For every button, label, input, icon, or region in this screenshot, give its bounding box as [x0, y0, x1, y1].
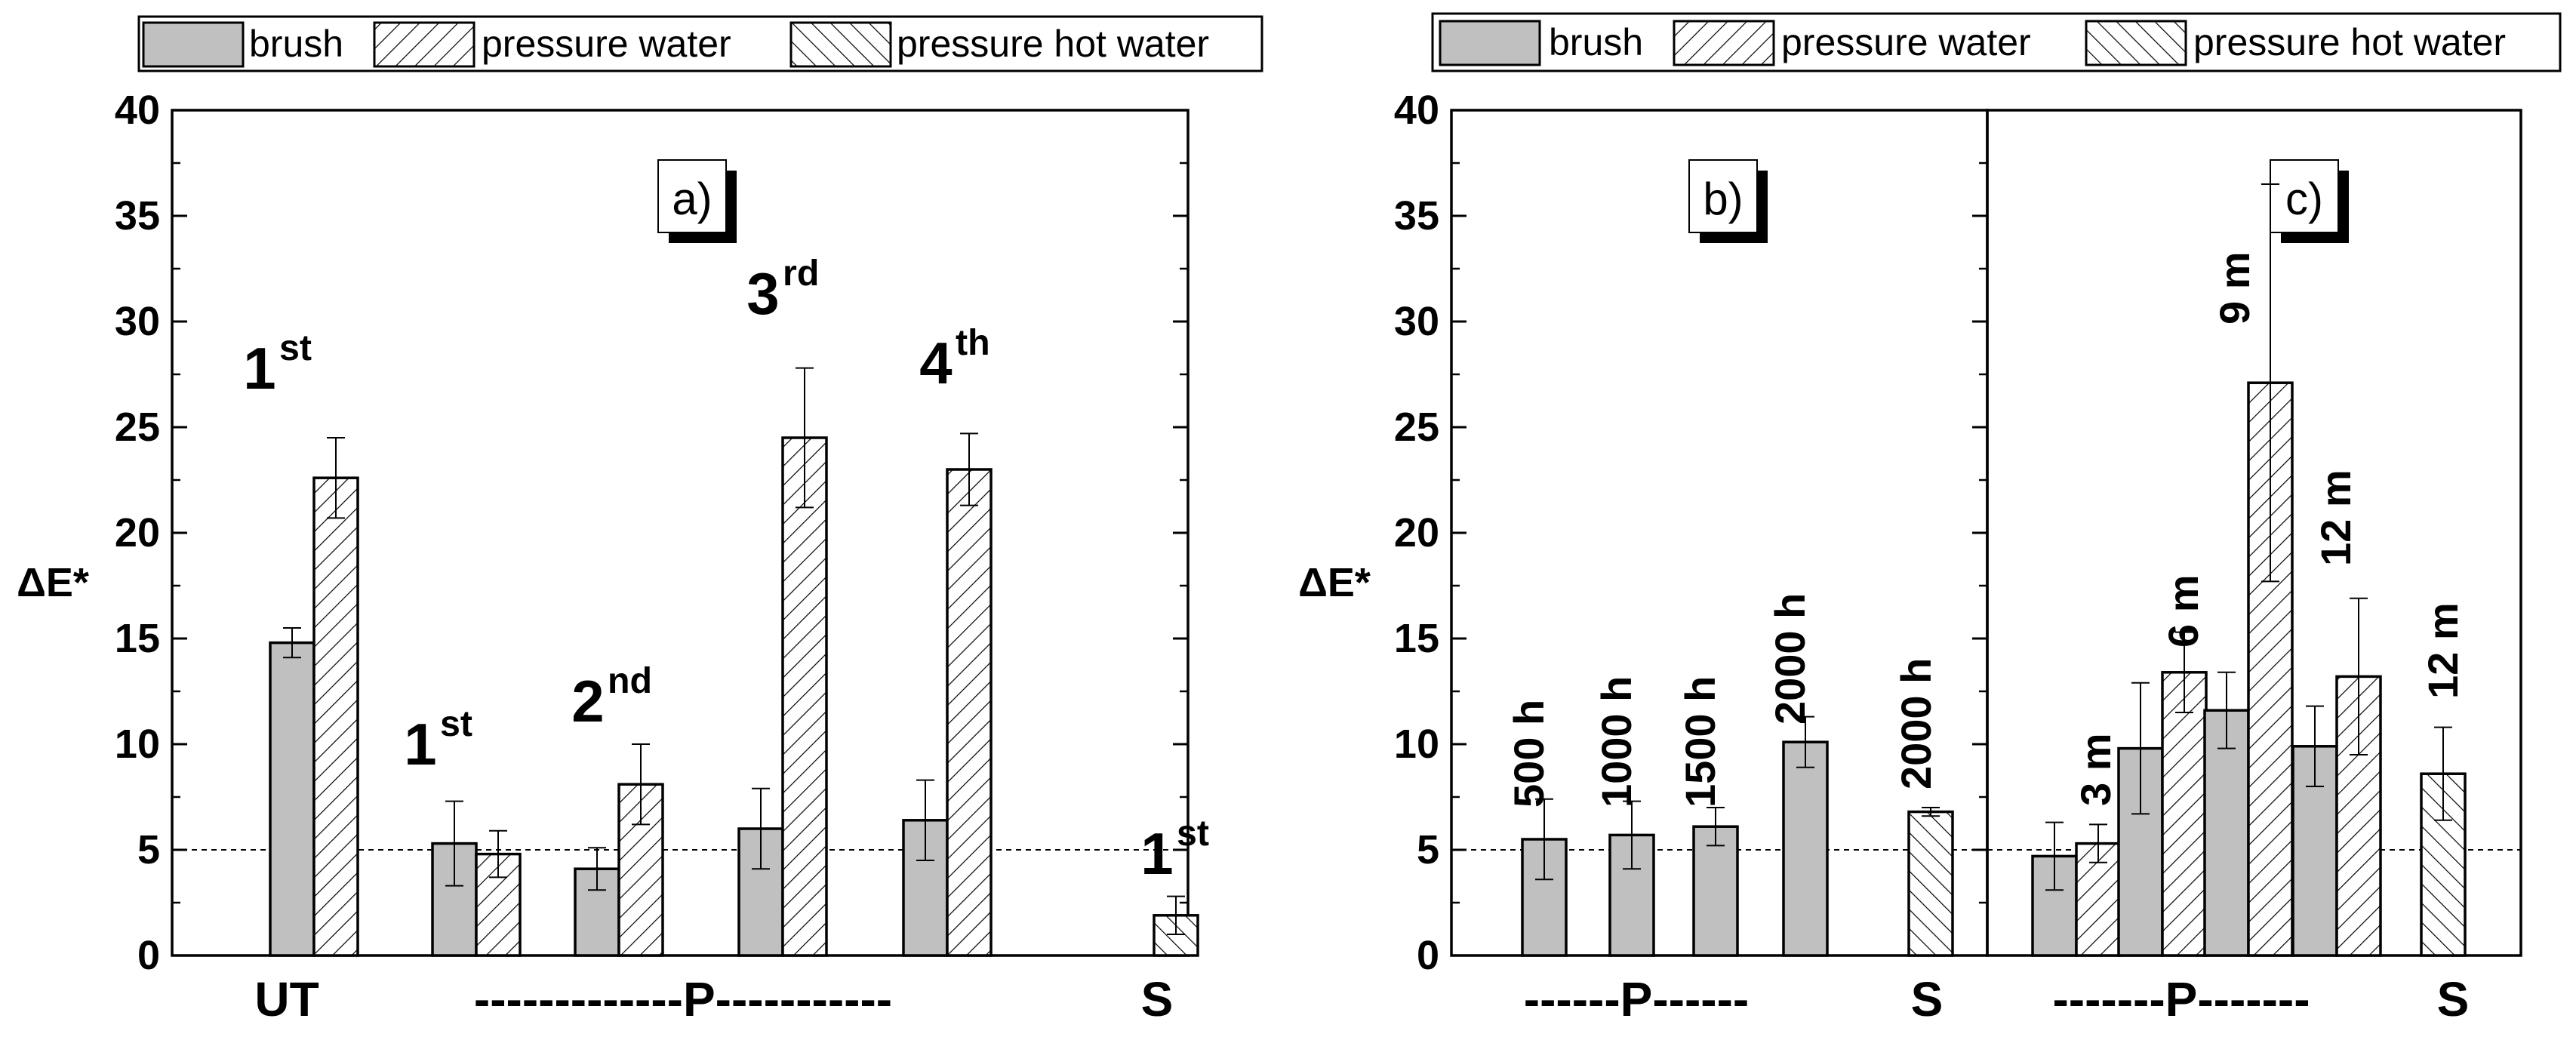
group-annotation: 2000 h [1766, 593, 1814, 725]
group-annotation: 6 m [2159, 575, 2207, 648]
panel-label: c) [2285, 174, 2323, 224]
panel-label-box [1688, 159, 1758, 233]
group-annotation: 1 [1140, 820, 1173, 887]
legend-swatch-pressure-water [1673, 20, 1775, 66]
group-annotation-superscript: rd [783, 253, 819, 294]
legend-label-pressure-hot-water: pressure hot water [897, 23, 1209, 65]
bar [946, 468, 993, 957]
y-tick-label: 40 [115, 88, 160, 133]
bar [2161, 671, 2208, 957]
y-tick-label: 35 [115, 193, 160, 238]
y-tick-label: 30 [1394, 299, 1439, 344]
y-tick-label: 10 [1394, 722, 1439, 767]
legend-right: brush pressure water pressure hot water [1431, 12, 2562, 72]
y-axis-label: ΔE* [17, 560, 89, 605]
x-category-label: UT [254, 972, 319, 1026]
group-annotation: 3 [746, 260, 779, 327]
y-tick-label: 15 [1394, 616, 1439, 661]
group-annotation: 1000 h [1593, 676, 1640, 808]
y-tick-label: 30 [115, 299, 160, 344]
group-annotation: 4 [919, 330, 952, 396]
y-tick-label: 40 [1394, 88, 1439, 133]
panel-label: a) [672, 174, 712, 224]
chart-panel-2: 0 5 10 15 20 25 30 35 40 ΔE* b) 500 h 1000 h 1500 h 20… [1298, 88, 1989, 1026]
y-tick-label: 5 [137, 827, 160, 872]
x-category-label: -------------P----------- [474, 972, 892, 1026]
panel-label-box [657, 159, 727, 233]
x-category-label: S [1141, 972, 1174, 1026]
x-category-label: S [2437, 972, 2470, 1026]
legend-label-pressure-water: pressure water [1781, 21, 2031, 63]
legend-frame [137, 15, 1263, 72]
legend-swatch-pressure-water [373, 21, 475, 68]
y-tick-label: 0 [137, 933, 160, 978]
bar [1782, 740, 1829, 957]
panel-label: b) [1703, 174, 1743, 224]
y-tick-label: 20 [115, 510, 160, 555]
x-category-label: ------P------ [1524, 972, 1749, 1026]
bar [269, 641, 315, 957]
legend-label-brush: brush [249, 23, 343, 65]
legend-left: brush pressure water pressure hot water [137, 15, 1263, 72]
y-axis-label: ΔE* [1298, 560, 1371, 605]
legend-label-brush: brush [1549, 21, 1643, 63]
y-tick-label: 15 [115, 616, 160, 661]
group-annotation-superscript: th [956, 322, 990, 363]
legend-swatch-brush [142, 21, 245, 68]
group-annotation: 12 m [2419, 602, 2467, 699]
y-tick-label: 5 [1417, 827, 1439, 872]
legend-swatch-brush [1439, 20, 1541, 66]
y-tick-label: 25 [115, 405, 160, 450]
group-annotation-superscript: nd [608, 660, 652, 701]
x-category-label: -------P------- [2052, 972, 2310, 1026]
group-annotation: 1500 h [1676, 676, 1724, 808]
group-annotation-superscript: st [279, 328, 312, 368]
bar [1907, 810, 1954, 957]
group-annotation: 1 [404, 711, 436, 777]
x-category-label: S [1911, 972, 1944, 1026]
legend-label-pressure-water: pressure water [482, 23, 731, 65]
y-tick-label: 20 [1394, 510, 1439, 555]
group-annotation: 2000 h [1892, 658, 1940, 789]
group-annotation: 12 m [2312, 469, 2359, 566]
y-tick-label: 25 [1394, 405, 1439, 450]
legend-label-pressure-hot-water: pressure hot water [2193, 21, 2506, 63]
group-annotation-superscript: st [440, 703, 472, 744]
group-annotation: 2 [571, 668, 604, 734]
legend-swatch-pressure-hot-water [2085, 20, 2187, 66]
y-tick-label: 10 [115, 722, 160, 767]
y-tick-label: 0 [1417, 933, 1439, 978]
bar [312, 476, 359, 957]
bar [781, 436, 828, 957]
legend-frame [1431, 12, 2562, 72]
group-annotation: 9 m [2211, 252, 2258, 325]
group-annotation: 500 h [1505, 700, 1553, 808]
y-tick-label: 35 [1394, 193, 1439, 238]
group-annotation-superscript: st [1177, 813, 1209, 854]
chart-panel-3: c) 3 m 6 m 9 m 12 m 12 m -------P------- S [1986, 109, 2522, 1026]
group-annotation: 1 [243, 335, 275, 402]
legend-swatch-pressure-hot-water [789, 21, 892, 68]
group-annotation: 3 m [2072, 734, 2119, 807]
